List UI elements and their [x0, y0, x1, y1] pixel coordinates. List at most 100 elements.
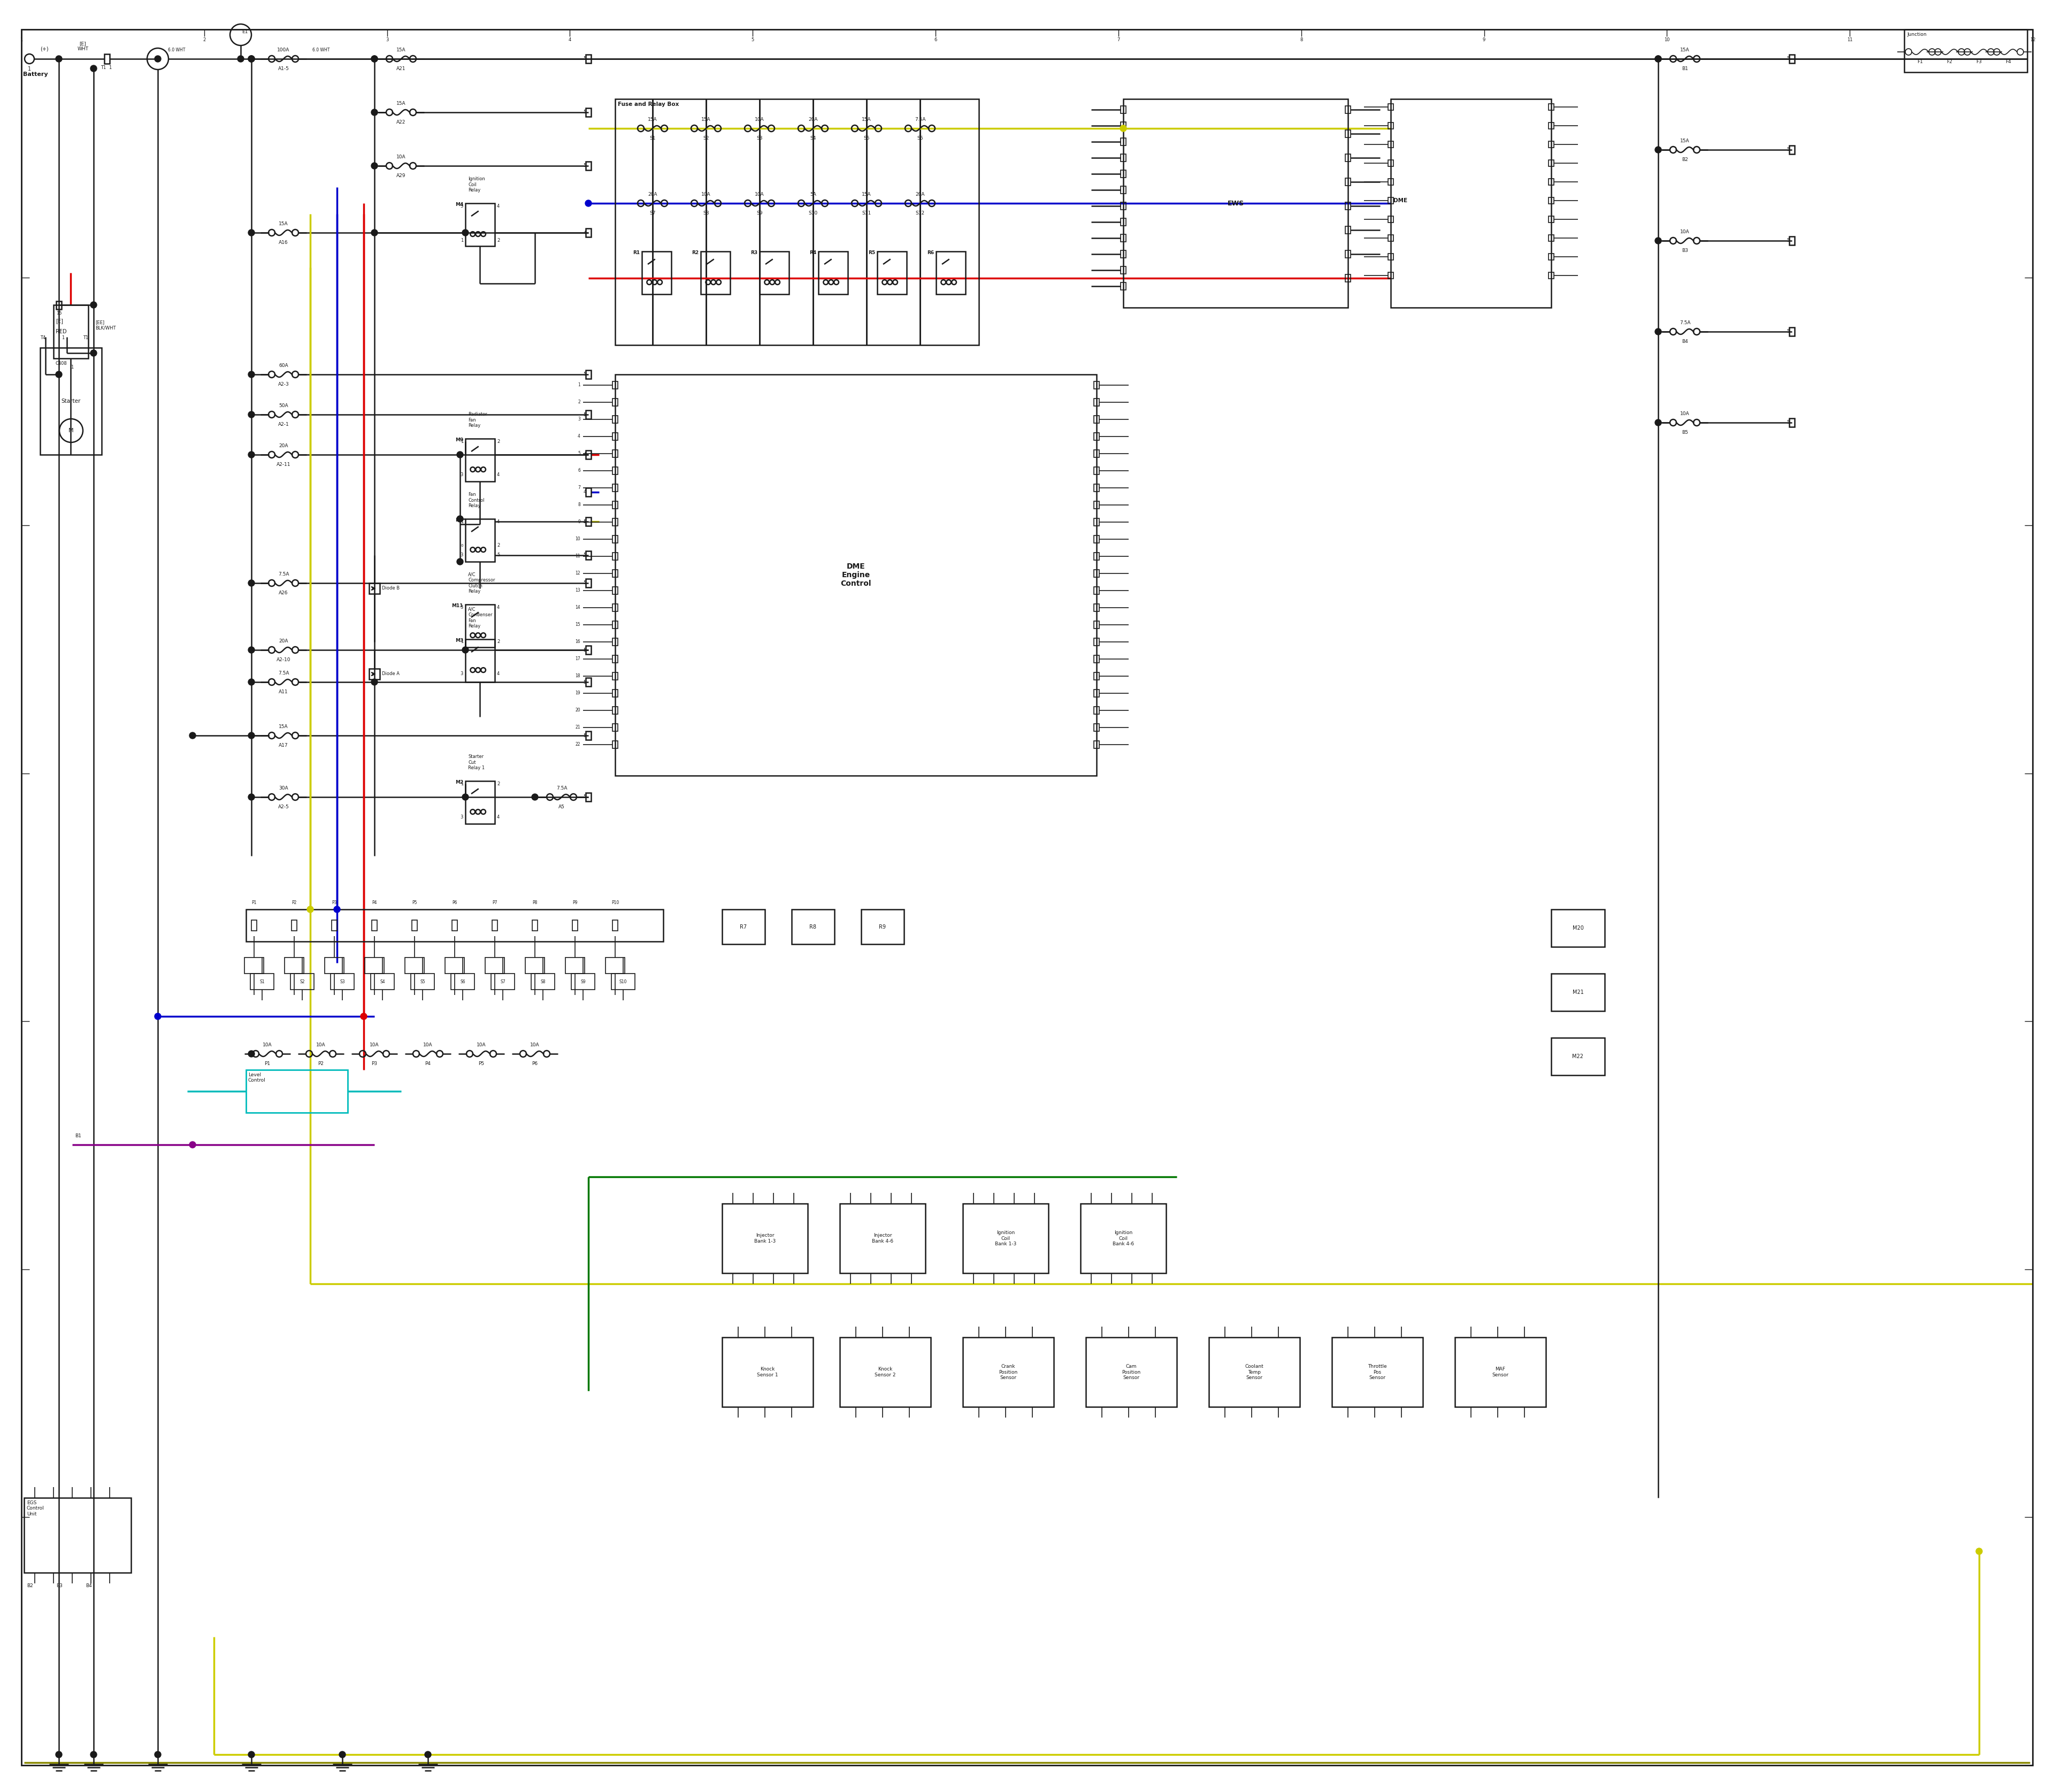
- Text: 15A: 15A: [647, 116, 657, 122]
- Text: 5: 5: [583, 373, 585, 376]
- Text: 5: 5: [583, 554, 585, 557]
- Bar: [1345, 251, 1352, 258]
- Circle shape: [1656, 419, 1662, 426]
- Text: 15A: 15A: [396, 100, 407, 106]
- Text: 5: 5: [1787, 56, 1789, 61]
- Text: [EE]: [EE]: [94, 321, 105, 324]
- Text: 1: 1: [109, 65, 111, 70]
- Text: 5: 5: [583, 56, 585, 61]
- Bar: [1095, 450, 1099, 457]
- Text: P7: P7: [493, 900, 497, 905]
- Bar: [251, 973, 273, 989]
- Text: 10: 10: [575, 538, 581, 541]
- Bar: [585, 410, 592, 419]
- Text: 15A: 15A: [1680, 138, 1690, 143]
- Bar: [1121, 154, 1126, 161]
- Text: B2: B2: [27, 1584, 33, 1588]
- Bar: [1549, 253, 1555, 260]
- Bar: [723, 909, 764, 944]
- Text: B5: B5: [1682, 430, 1688, 435]
- Bar: [1389, 197, 1393, 204]
- Bar: [1095, 416, 1099, 423]
- Text: 15A: 15A: [700, 116, 711, 122]
- Bar: [877, 251, 906, 294]
- Bar: [55, 301, 62, 308]
- Bar: [1389, 217, 1393, 222]
- Text: A1-5: A1-5: [277, 66, 290, 72]
- Circle shape: [249, 581, 255, 586]
- Bar: [1789, 54, 1795, 63]
- Text: EGS
Control
Unit: EGS Control Unit: [27, 1500, 45, 1516]
- Text: Knock
Sensor 1: Knock Sensor 1: [758, 1367, 778, 1378]
- Text: T1: T1: [82, 335, 88, 340]
- Text: S6: S6: [916, 136, 922, 142]
- Bar: [1549, 179, 1555, 185]
- Text: S1: S1: [649, 136, 655, 142]
- Text: 60A: 60A: [279, 364, 288, 367]
- Bar: [493, 919, 497, 930]
- Text: P4: P4: [425, 1061, 431, 1066]
- Text: Crank
Position
Sensor: Crank Position Sensor: [998, 1364, 1017, 1380]
- Bar: [532, 919, 538, 930]
- Bar: [1095, 622, 1099, 629]
- Text: P1: P1: [251, 900, 257, 905]
- Bar: [1121, 251, 1126, 258]
- Bar: [244, 957, 263, 973]
- Text: A17: A17: [279, 744, 288, 747]
- Bar: [25, 1498, 131, 1573]
- Text: Starter: Starter: [62, 398, 80, 403]
- Bar: [723, 1337, 813, 1407]
- Text: A/C
Compressor
Clutch
Relay: A/C Compressor Clutch Relay: [468, 572, 495, 593]
- Bar: [565, 957, 585, 973]
- Circle shape: [189, 1142, 195, 1149]
- Circle shape: [372, 229, 378, 237]
- Text: Battery: Battery: [23, 72, 47, 77]
- Bar: [1345, 154, 1352, 161]
- Bar: [612, 638, 618, 645]
- Bar: [612, 656, 618, 663]
- Bar: [1345, 106, 1352, 113]
- Text: Diode B: Diode B: [382, 586, 401, 591]
- Text: 3: 3: [460, 204, 464, 208]
- Bar: [491, 973, 516, 989]
- Text: 12: 12: [575, 572, 581, 575]
- Bar: [1095, 518, 1099, 525]
- Text: 0: 0: [460, 545, 464, 547]
- Bar: [1345, 226, 1352, 233]
- Bar: [606, 957, 624, 973]
- Bar: [1549, 235, 1555, 242]
- Text: 1: 1: [577, 383, 581, 387]
- Bar: [585, 645, 592, 654]
- Circle shape: [249, 794, 255, 801]
- Bar: [585, 518, 592, 525]
- Text: 1: 1: [29, 66, 31, 72]
- Bar: [286, 957, 304, 973]
- Circle shape: [372, 56, 378, 63]
- Text: A29: A29: [396, 174, 407, 177]
- Bar: [1095, 398, 1099, 407]
- Bar: [723, 1204, 807, 1272]
- Text: 3: 3: [460, 604, 464, 609]
- Bar: [1121, 186, 1126, 194]
- Text: 7.5A: 7.5A: [277, 670, 290, 676]
- Bar: [1121, 138, 1126, 145]
- Bar: [1789, 328, 1795, 335]
- Bar: [585, 579, 592, 588]
- Bar: [1095, 552, 1099, 561]
- Text: 19: 19: [575, 692, 581, 695]
- Text: 2: 2: [577, 400, 581, 405]
- Text: 20A: 20A: [279, 638, 288, 643]
- Text: 1: 1: [460, 520, 464, 523]
- Bar: [53, 305, 88, 358]
- Bar: [585, 792, 592, 801]
- Bar: [1095, 656, 1099, 663]
- Text: 5: 5: [752, 38, 754, 43]
- Text: T4: T4: [41, 335, 45, 340]
- Bar: [1095, 638, 1099, 645]
- Circle shape: [249, 56, 255, 63]
- Bar: [366, 957, 384, 973]
- Text: P6: P6: [532, 1061, 538, 1066]
- Text: P10: P10: [612, 900, 618, 905]
- Text: 10A: 10A: [477, 1043, 487, 1047]
- Text: 10: 10: [1664, 38, 1670, 43]
